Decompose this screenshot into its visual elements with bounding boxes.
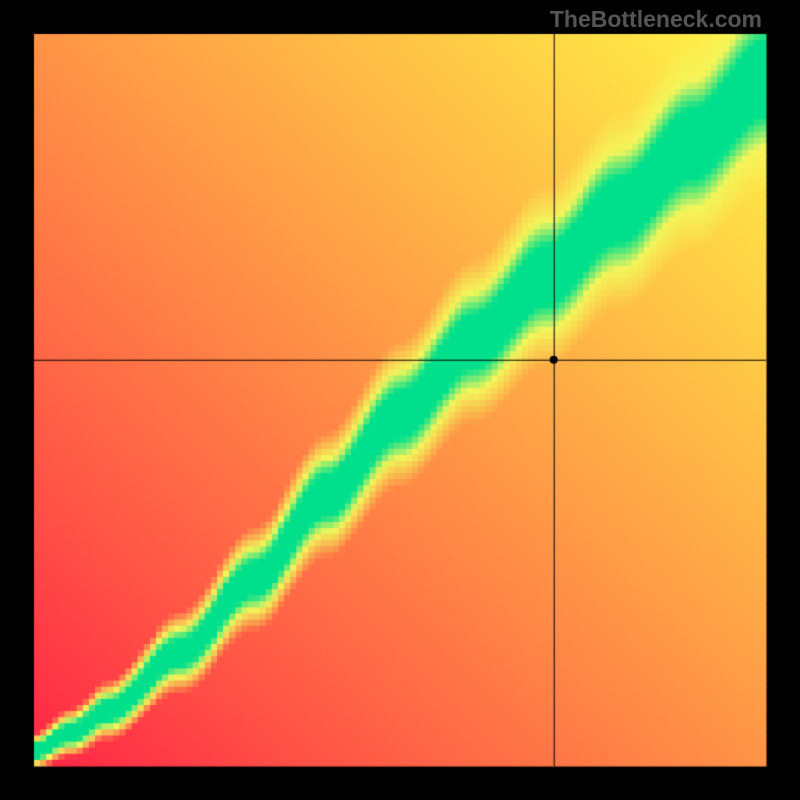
bottleneck-heatmap <box>0 0 800 800</box>
watermark-text: TheBottleneck.com <box>550 6 762 33</box>
